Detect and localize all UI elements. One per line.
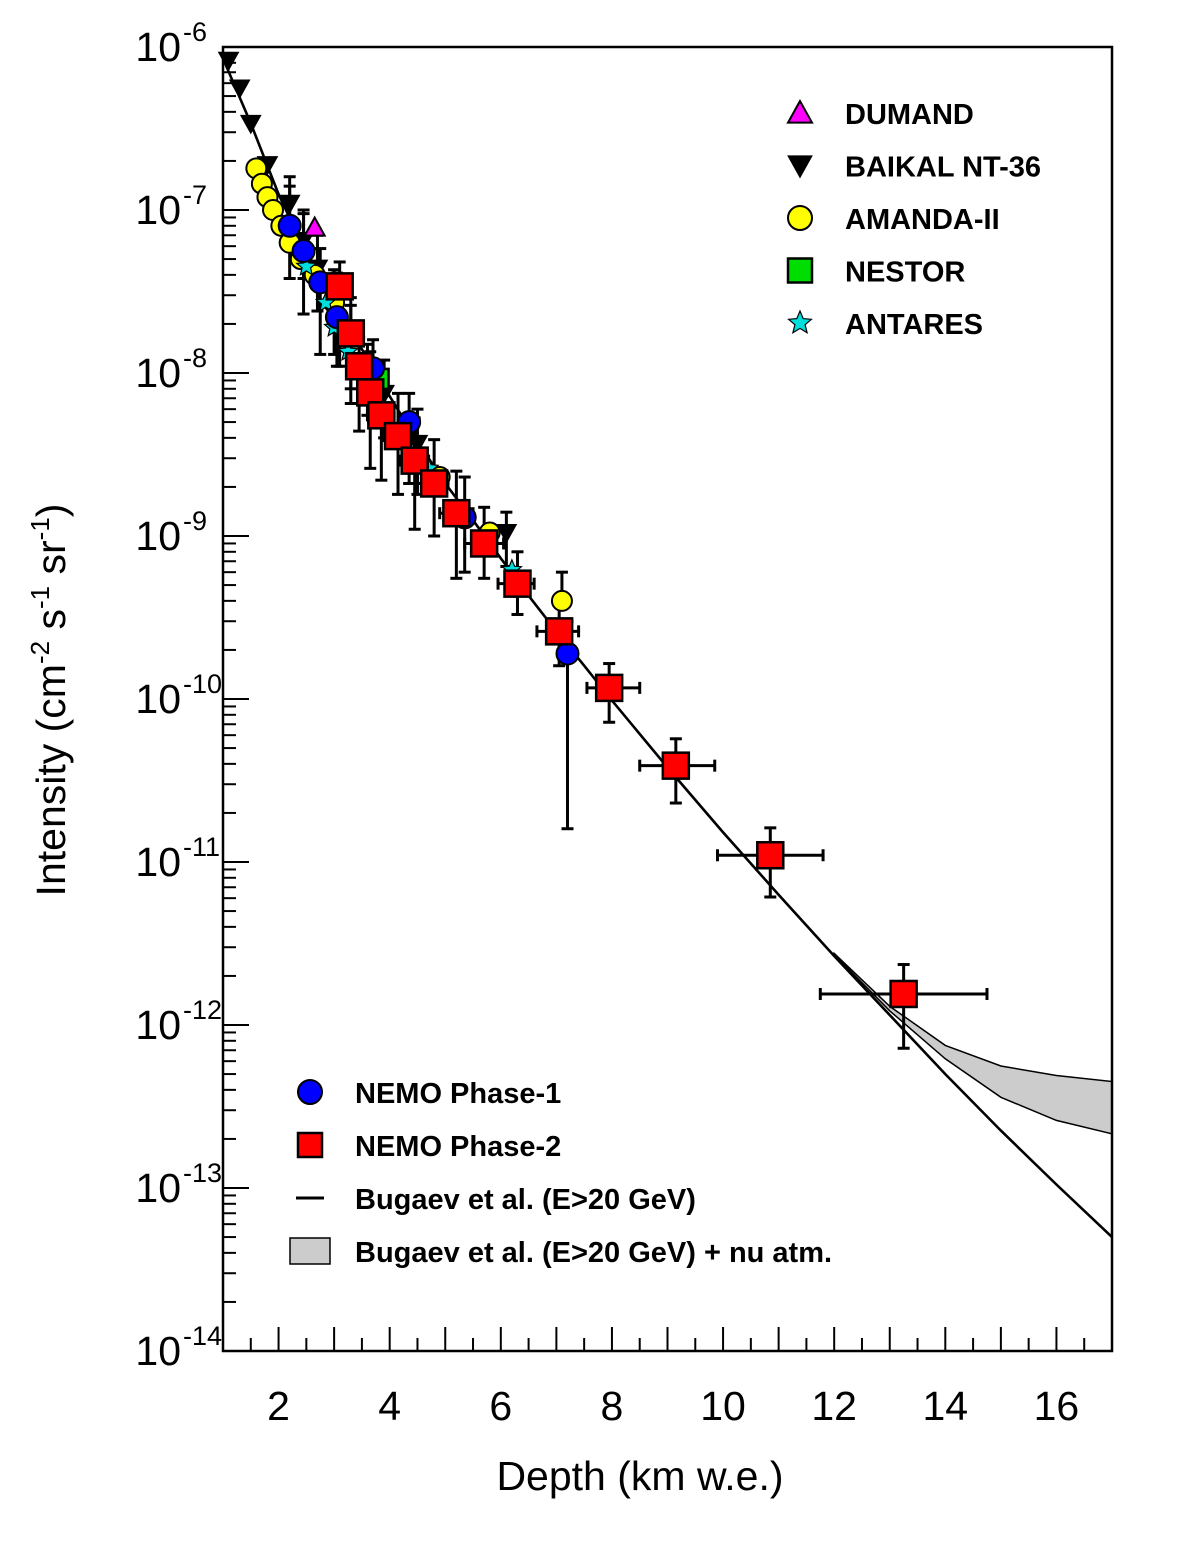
point-baikal-nt-36 [239,114,262,135]
point-baikal-nt-36 [278,194,301,215]
y-tick-label: 10 [135,1002,181,1048]
point-baikal-nt-36 [406,434,429,455]
x-tick-label: 2 [267,1383,290,1429]
legend-marker-antares [787,309,813,334]
y-axis-label-part: Intensity (cm [28,664,74,896]
y-tick-exponent: -7 [183,180,207,210]
legend-marker-nemo-phase-2 [296,1131,324,1159]
point-nemo-phase-2 [469,529,499,558]
y-tick-exponent: -11 [183,832,220,862]
point-nemo-phase-2 [367,401,396,430]
legend-marker-baikal-nt-36 [787,155,813,179]
point-nemo-phase-2 [544,617,574,646]
y-tick-exponent: -8 [183,343,207,373]
x-tick-label: 6 [489,1383,512,1429]
point-nemo-phase-2 [889,979,918,1009]
x-axis-label: Depth (km w.e.) [496,1453,783,1499]
point-nemo-phase-2 [336,319,366,348]
y-tick-exponent: -14 [183,1321,222,1351]
y-tick-exponent: -13 [183,1158,222,1188]
legend-bottom: NEMO Phase-1 NEMO Phase-2 Bugaev et al. (E… [289,1078,832,1269]
point-nemo-phase-2 [756,841,785,870]
legend-marker-amanda-ii [787,205,813,231]
legend-marker-nestor [786,257,814,284]
legend-label-bugaev-et-al-e-20-gev-nu-atm-: Bugaev et al. (E>20 GeV) + nu atm. [355,1237,832,1269]
legend-label-nemo-phase-1: NEMO Phase-1 [355,1078,561,1110]
point-baikal-nt-36 [495,524,518,544]
x-tick-label: 8 [601,1383,624,1429]
point-nemo-phase-2 [594,673,624,703]
legend-label-bugaev-et-al-e-20-gev-: Bugaev et al. (E>20 GeV) [355,1184,696,1216]
y-tick-exponent: -9 [183,506,207,536]
legend-marker-nemo-phase-1 [297,1079,323,1105]
legend-top: DUMAND BAIKAL NT-36 AMANDA-II NESTOR ANTARES [786,98,1041,341]
y-tick-label: 10 [135,839,181,885]
x-tick-label: 4 [378,1383,401,1429]
legend-label-antares: ANTARES [845,309,983,341]
model-band [833,951,1113,1135]
point-nemo-phase-2 [419,469,449,498]
x-tick-labels: 2 4 6 8 10 12 14 16 [267,1383,1079,1429]
y-tick-label: 10 [135,1328,181,1374]
y-axis-label: Intensity (cm-2 s-1 sr-1) [25,504,74,897]
point-nemo-phase-1 [291,239,316,264]
point-nemo-phase-1 [555,641,580,666]
point-nemo-phase-2 [325,272,354,301]
x-tick-label: 14 [923,1383,969,1429]
y-tick-exponent: -12 [183,995,222,1025]
error-bar-layer [283,175,989,1050]
legend-label-baikal-nt-36: BAIKAL NT-36 [845,152,1041,184]
y-tick-label: 10 [135,676,181,722]
y-tick-exponent: -10 [183,669,222,699]
point-amanda-ii [550,589,573,612]
y-tick-label: 10 [135,513,181,559]
marker-layer [217,51,918,1009]
legend-label-nemo-phase-2: NEMO Phase-2 [355,1131,561,1163]
legend-marker-bugaev-et-al-e-20-gev-nu-atm- [289,1237,331,1265]
point-antares [295,254,318,276]
legend-label-nestor: NESTOR [845,257,965,289]
legend-label-dumand: DUMAND [845,99,974,131]
point-baikal-nt-36 [228,79,251,100]
y-tick-label: 10 [135,24,181,70]
y-axis-label-part: ) [28,504,74,518]
point-nemo-phase-1 [277,213,302,238]
model-band-layer [833,951,1113,1135]
y-axis-label-part: sr [28,540,74,586]
x-tick-label: 12 [811,1383,857,1429]
point-nemo-phase-2 [383,421,413,451]
point-dumand [302,215,327,237]
y-tick-label: 10 [135,187,181,233]
y-tick-label: 10 [135,350,181,396]
point-nemo-phase-2 [503,569,532,598]
x-tick-label: 10 [700,1383,746,1429]
y-axis-label-exp: -2 [25,641,55,664]
point-nemo-phase-2 [442,498,471,528]
y-axis-label-exp: -1 [25,586,55,609]
y-tick-exponent: -6 [183,17,207,47]
legend-marker-dumand [786,98,814,124]
point-nemo-phase-2 [344,352,374,381]
x-tick-label: 16 [1034,1383,1080,1429]
y-axis-label-part: s [28,609,74,641]
axis-ticks [222,46,1113,1352]
y-tick-label: 10 [135,1165,181,1211]
y-axis-label-exp: -1 [25,517,55,540]
point-nemo-phase-2 [661,751,691,780]
legend-label-amanda-ii: AMANDA-II [845,204,1000,236]
